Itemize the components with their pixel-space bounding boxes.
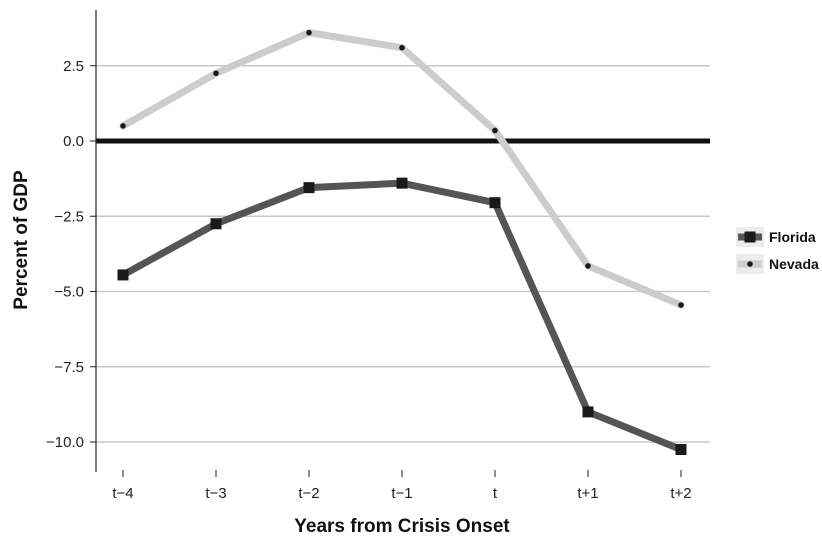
data-point-nevada: [120, 123, 126, 129]
data-point-florida: [675, 444, 687, 456]
y-tick-label: −5.0: [54, 284, 84, 301]
y-axis-label: Percent of GDP: [11, 170, 32, 310]
legend-label-florida: Florida: [769, 229, 816, 245]
data-point-nevada: [585, 263, 591, 269]
legend-item-nevada: Nevada: [736, 254, 819, 274]
x-tick-label: t−1: [391, 485, 412, 502]
data-point-nevada: [399, 44, 405, 51]
x-tick-label: t−3: [205, 485, 226, 502]
y-axis-ticks: 2.5 0.0 −2.5 −5.0 −7.5 −10.0: [46, 58, 96, 451]
data-point-nevada: [678, 302, 684, 308]
y-tick-label: −7.5: [54, 359, 84, 376]
series-layer: [117, 29, 687, 456]
data-point-nevada: [213, 70, 219, 77]
x-tick-label: t: [493, 485, 498, 502]
legend-key-florida-marker: [744, 231, 756, 243]
x-tick-label: t−2: [298, 485, 319, 502]
data-point-florida: [303, 182, 315, 194]
data-point-nevada: [492, 127, 498, 134]
y-tick-label: 2.5: [63, 58, 84, 75]
legend-item-florida: Florida: [736, 227, 816, 247]
x-tick-label: t+1: [577, 485, 598, 502]
data-point-florida: [489, 197, 501, 209]
x-axis-label: Years from Crisis Onset: [294, 516, 510, 537]
data-point-florida: [396, 177, 408, 189]
y-tick-label: −10.0: [46, 434, 84, 451]
grid-lines: [96, 65, 710, 443]
legend: Florida Nevada: [736, 227, 819, 274]
y-tick-label: 0.0: [63, 133, 84, 150]
series-line-florida: [119, 179, 685, 454]
series-line-nevada: [119, 29, 685, 309]
legend-key-nevada-marker: [747, 261, 753, 267]
legend-label-nevada: Nevada: [769, 256, 819, 272]
data-point-nevada: [306, 29, 312, 36]
x-tick-label: t+2: [670, 485, 691, 502]
data-point-florida: [582, 406, 594, 418]
data-point-florida: [210, 218, 222, 230]
y-tick-label: −2.5: [54, 208, 84, 225]
data-point-florida: [117, 269, 129, 281]
x-tick-label: t−4: [112, 485, 133, 502]
x-axis-ticks: t−4 t−3 t−2 t−1 t t+1 t+2: [112, 470, 692, 502]
